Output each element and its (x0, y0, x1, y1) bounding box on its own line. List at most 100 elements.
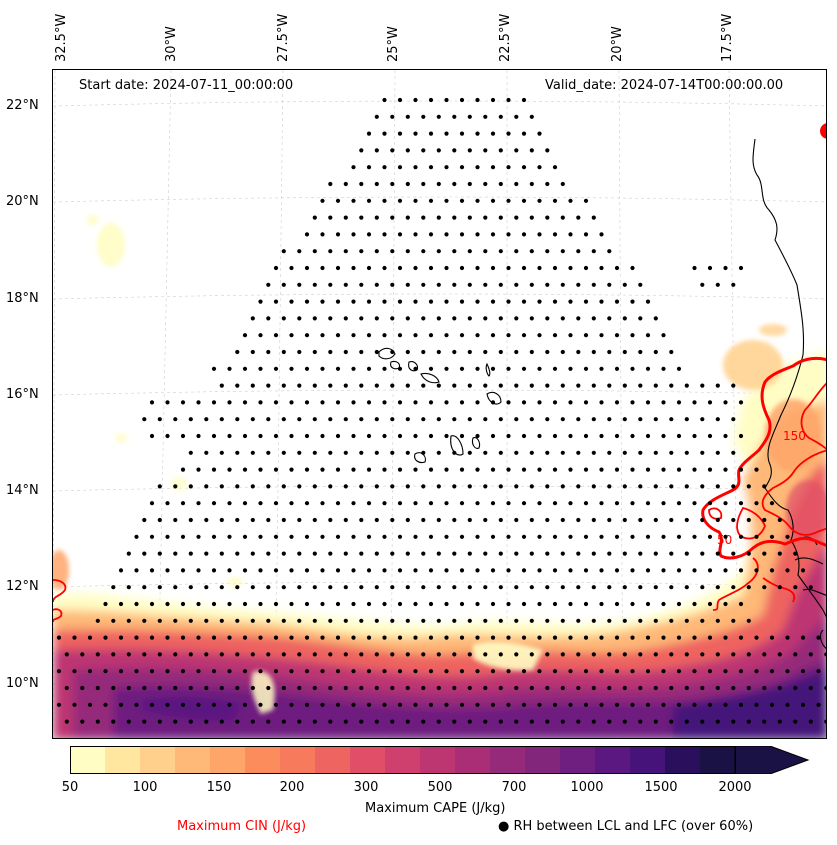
rh-dot (537, 467, 542, 472)
rh-dot (483, 249, 488, 254)
rh-dot (304, 433, 310, 439)
rh-dot (645, 601, 651, 607)
rh-dot (475, 467, 480, 472)
rh-dot (297, 349, 302, 355)
rh-dot (452, 484, 457, 489)
lon-label-17-5w: 17.5°W (720, 13, 735, 62)
rh-dot (707, 265, 713, 271)
rh-dot (351, 568, 356, 573)
rh-dot (343, 517, 348, 523)
rh-dot (444, 198, 449, 203)
rh-dot (227, 433, 232, 439)
rh-dot (343, 551, 348, 556)
colorbar-segment (665, 746, 701, 774)
rh-dot (537, 131, 542, 136)
rh-dot (467, 249, 472, 254)
rh-dot (630, 467, 635, 472)
rh-dot (669, 585, 674, 590)
rh-dot (266, 484, 271, 489)
rh-dot (506, 702, 511, 707)
rh-dot (715, 719, 720, 724)
rh-dot (134, 669, 139, 674)
rh-dot (583, 568, 589, 573)
rh-dot (483, 383, 488, 388)
rh-dot (715, 551, 720, 556)
rh-dot (374, 148, 379, 153)
rh-dot (397, 366, 403, 371)
map-panel: 150 50 Start date: 2024-07-11_00:00:00 V… (52, 69, 827, 739)
rh-dot (653, 417, 658, 422)
rh-dot (281, 517, 286, 523)
rh-dot (514, 685, 519, 691)
rh-dot (793, 685, 798, 691)
rh-dot (661, 467, 666, 472)
rh-dot (684, 618, 689, 623)
rh-dot (676, 534, 682, 539)
rh-dot (382, 568, 387, 573)
rh-dot (281, 585, 286, 590)
rh-dot (320, 333, 325, 338)
rh-dot (289, 433, 294, 439)
rh-dot (545, 417, 550, 422)
rh-dot (669, 551, 674, 556)
rh-dot (250, 484, 255, 489)
rh-dot (142, 685, 147, 691)
rh-dot (653, 719, 658, 724)
rh-dot (552, 265, 558, 271)
rh-dot (483, 316, 488, 321)
rh-dot (475, 400, 480, 405)
rh-dot (669, 450, 674, 455)
rh-dot (405, 349, 410, 355)
rh-dot (188, 484, 193, 489)
rh-dot (328, 249, 333, 254)
rh-dot (622, 282, 627, 287)
rh-dot (188, 652, 193, 657)
rh-dot (514, 114, 519, 119)
rh-dot (281, 383, 286, 388)
rh-dot (382, 467, 387, 472)
rh-dot (436, 349, 441, 355)
rh-dot (428, 165, 434, 170)
rh-dot (568, 265, 573, 271)
rh-dot (273, 366, 279, 371)
rh-dot (250, 652, 255, 657)
rh-dot (452, 618, 457, 623)
rh-dot (359, 484, 364, 489)
rh-dot (599, 333, 604, 338)
rh-dot (397, 635, 403, 640)
rh-dot (537, 433, 542, 439)
rh-dot (514, 484, 519, 489)
rh-dot (514, 282, 519, 287)
rh-dot (537, 501, 542, 506)
rh-dot (80, 685, 85, 691)
rh-dot (157, 618, 162, 623)
rh-dot (281, 282, 286, 287)
rh-dot (715, 685, 720, 691)
rh-dot (599, 299, 604, 304)
rh-dot (661, 669, 666, 674)
rh-dot (754, 702, 759, 707)
rh-dot (762, 517, 767, 523)
rh-dot (537, 265, 542, 271)
rh-dot (359, 652, 364, 657)
rh-dot (188, 585, 193, 590)
rh-dot (583, 635, 589, 640)
cin-contours: 150 50 (53, 123, 826, 623)
rh-dot (560, 249, 565, 254)
rh-dot (746, 685, 751, 691)
rh-dot (529, 383, 534, 388)
rh-dot (188, 417, 193, 422)
rh-dot (382, 601, 387, 607)
rh-dot (374, 349, 379, 355)
rh-dot (180, 702, 186, 707)
rh-dot (111, 618, 116, 623)
rh-dot (211, 534, 217, 539)
rh-dot (560, 349, 565, 355)
rh-dot (583, 433, 589, 439)
rh-dot (777, 652, 782, 657)
rh-dot (382, 433, 387, 439)
rh-dot (250, 685, 255, 691)
rh-dot (552, 433, 558, 439)
rh-dot (134, 635, 139, 640)
rh-dot (397, 669, 403, 674)
